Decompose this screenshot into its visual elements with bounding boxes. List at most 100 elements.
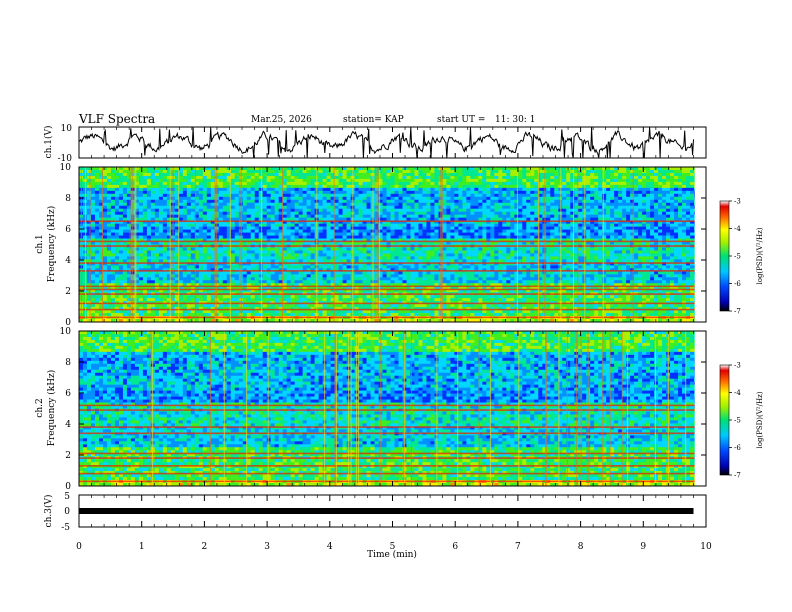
spectrogram-cell — [410, 226, 415, 230]
spectrogram-cell — [658, 202, 663, 207]
spectrogram-cell — [378, 175, 383, 180]
spectrogram-cell — [430, 199, 435, 204]
spectrogram-cell — [626, 232, 631, 236]
spectrogram-cell — [122, 223, 128, 227]
spectrogram-cell — [202, 238, 208, 242]
spectrogram-cell — [642, 205, 647, 210]
spectrogram-cell — [442, 190, 447, 195]
spectrogram-cell — [166, 184, 172, 189]
spectrogram-cell — [678, 211, 683, 215]
spectrogram-cell — [202, 193, 208, 198]
spectrogram-cell — [234, 220, 240, 224]
spectrogram-cell — [638, 202, 643, 207]
spectrogram-cell — [550, 172, 555, 177]
spectrogram-cell — [486, 208, 491, 213]
spectrogram-cell — [106, 226, 112, 230]
spectrogram-cell — [546, 256, 551, 260]
spectrogram-cell — [426, 229, 431, 233]
spectrogram-cell — [518, 217, 523, 221]
spectrogram-cell — [486, 259, 491, 263]
spectrogram-cell — [450, 205, 455, 210]
spectrogram-cell — [230, 238, 236, 242]
spectrogram-cell — [538, 256, 543, 260]
spectrogram-cell — [506, 232, 511, 236]
spectrogram-cell — [342, 259, 347, 263]
spectrogram-cell — [178, 241, 184, 245]
spectrogram-cell — [274, 167, 279, 171]
spectrogram-cell — [174, 223, 180, 227]
spectrogram-cell — [546, 178, 551, 183]
spectrogram-cell — [566, 238, 571, 242]
spectrogram-cell — [166, 190, 172, 195]
spectrogram-cell — [530, 208, 535, 213]
spectrogram-cell — [386, 169, 391, 174]
spectrogram-cell — [458, 211, 463, 215]
spectrogram-cell — [502, 193, 507, 198]
spectrogram-cell — [218, 238, 224, 242]
spectrogram-cell — [118, 172, 124, 177]
spectrogram-cell — [426, 196, 431, 201]
spectrogram-cell — [322, 214, 327, 218]
spectrogram-cell — [494, 238, 499, 242]
spectrogram-cell — [174, 217, 180, 221]
spectrogram-cell — [114, 235, 120, 239]
spectrogram-cell — [450, 217, 455, 221]
spectrogram-cell — [494, 196, 499, 201]
spectrogram-cell — [250, 172, 256, 177]
spectrogram-cell — [390, 190, 395, 195]
spectrogram-cell — [670, 217, 675, 221]
spectrogram-cell — [662, 256, 667, 260]
spectrogram-cell — [242, 229, 248, 233]
spectrogram-cell — [666, 214, 671, 218]
spectrogram-cell — [146, 235, 152, 239]
spectrogram-cell — [654, 235, 659, 239]
spectrogram-cell — [122, 241, 128, 245]
spectrogram-cell — [566, 247, 571, 251]
spectrogram-cell — [410, 190, 415, 195]
spectrogram-cell — [102, 187, 108, 192]
spectrogram-cell — [242, 253, 248, 257]
spectrogram-cell — [190, 178, 196, 183]
spectrogram-cell — [206, 259, 212, 263]
spectrogram-cell — [246, 181, 252, 186]
spectrogram-cell — [650, 172, 655, 177]
spectrogram-cell — [326, 181, 331, 186]
spectrogram-cell — [530, 220, 535, 224]
spectrogram-cell — [538, 175, 543, 180]
spectrogram-cell — [674, 196, 679, 201]
spectrogram-cell — [522, 199, 527, 204]
spectrogram-cell — [98, 172, 104, 177]
spectrogram-cell — [590, 205, 595, 210]
spectrogram-cell — [646, 241, 651, 245]
spectrogram-cell — [114, 193, 120, 198]
spectrogram-cell — [258, 205, 263, 210]
spectrogram-cell — [154, 202, 160, 207]
spectrogram-cell — [678, 238, 683, 242]
spectrogram-cell — [126, 250, 132, 254]
spectrogram-cell — [486, 226, 491, 230]
spectrogram-cell — [210, 193, 216, 198]
ch1-waveform-ylabel: ch.1(V) — [43, 126, 54, 159]
spectrogram-cell — [614, 220, 619, 224]
spectrogram-cell — [398, 172, 403, 177]
spectrogram-cell — [598, 167, 603, 171]
spectrogram-cell — [286, 190, 291, 195]
spectrogram-cell — [530, 175, 535, 180]
spectrogram-cell — [482, 250, 487, 254]
spectrogram-cell — [658, 217, 663, 221]
spectrogram-cell — [442, 253, 447, 257]
spectrogram-cell — [134, 226, 140, 230]
spectrogram-cell — [362, 196, 367, 201]
spectrogram-cell — [602, 172, 607, 177]
spectrogram-cell — [358, 199, 363, 204]
spectrogram-cell — [618, 238, 623, 242]
spectrogram-cell — [618, 167, 623, 171]
spectrogram-cell — [462, 211, 467, 215]
spectrogram-cell — [626, 214, 631, 218]
spectrogram-cell — [206, 241, 212, 245]
spectrogram-cell — [150, 238, 156, 242]
spectrogram-cell — [146, 238, 152, 242]
spectrogram-cell — [506, 169, 511, 174]
spectrogram-cell — [138, 250, 144, 254]
spectrogram-cell — [250, 208, 256, 213]
